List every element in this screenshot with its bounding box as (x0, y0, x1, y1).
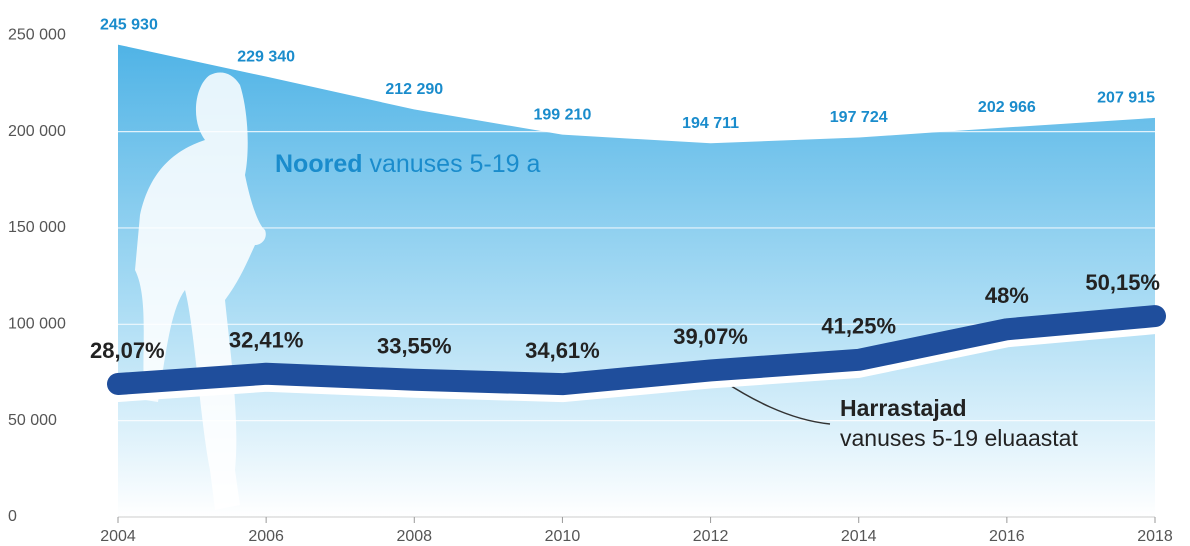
share-label: 50,15% (1085, 270, 1160, 295)
y-tick-label: 200 000 (8, 123, 66, 140)
runner-silhouette (135, 72, 266, 510)
value-label: 207 915 (1097, 90, 1155, 107)
y-tick-label: 100 000 (8, 316, 66, 333)
y-tick-label: 0 (8, 508, 17, 525)
share-label: 32,41% (229, 328, 304, 353)
x-tick-label: 2018 (1137, 528, 1173, 545)
value-label: 245 930 (100, 16, 158, 33)
y-tick-label: 50 000 (8, 412, 57, 429)
share-label: 33,55% (377, 334, 452, 359)
share-label: 48% (985, 283, 1029, 308)
x-tick-label: 2010 (545, 528, 581, 545)
y-tick-label: 250 000 (8, 26, 66, 43)
population-area (118, 43, 1155, 517)
participants-line (107, 305, 1166, 396)
x-tick-label: 2016 (989, 528, 1025, 545)
y-tick-label: 150 000 (8, 219, 66, 236)
line-series-name: Harrastajad (840, 395, 967, 421)
value-label: 202 966 (978, 99, 1036, 116)
value-label: 229 340 (237, 48, 295, 65)
series-name-suffix: vanuses 5-19 a (369, 150, 540, 178)
value-label: 197 724 (830, 109, 888, 126)
share-label: 41,25% (821, 314, 896, 339)
value-label: 194 711 (682, 115, 739, 132)
share-label: 39,07% (673, 324, 748, 349)
value-label: 212 290 (385, 81, 443, 98)
share-label: 28,07% (90, 338, 165, 363)
line-series-name-suffix: vanuses 5-19 eluaastat (840, 425, 1078, 451)
share-label: 34,61% (525, 338, 600, 363)
value-label: 199 210 (534, 106, 592, 123)
x-tick-label: 2008 (396, 528, 432, 545)
x-tick-label: 2012 (693, 528, 729, 545)
area-edge (117, 41, 1156, 144)
x-tick-label: 2004 (100, 528, 136, 545)
series-name: Noored (275, 150, 363, 178)
x-tick-label: 2006 (248, 528, 284, 545)
area-series-label: Noored vanuses 5-19 a (275, 150, 540, 178)
x-tick-label: 2014 (841, 528, 877, 545)
